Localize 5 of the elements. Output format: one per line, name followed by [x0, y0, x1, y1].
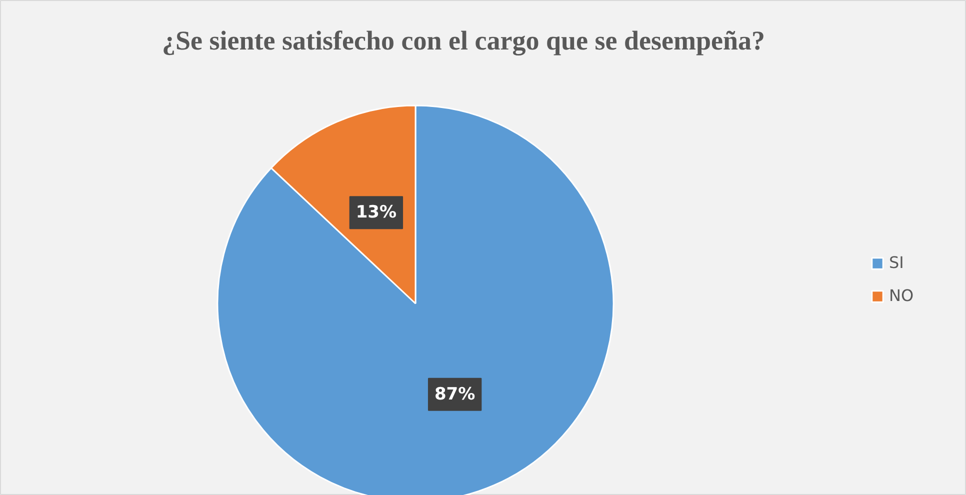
legend-label: NO	[889, 286, 914, 305]
data-label: 87%	[434, 384, 476, 404]
data-label: 13%	[356, 202, 397, 223]
legend-label: SI	[889, 253, 905, 272]
chart-title: ¿Se siente satisfecho con el cargo que se desempeña?	[162, 26, 765, 56]
